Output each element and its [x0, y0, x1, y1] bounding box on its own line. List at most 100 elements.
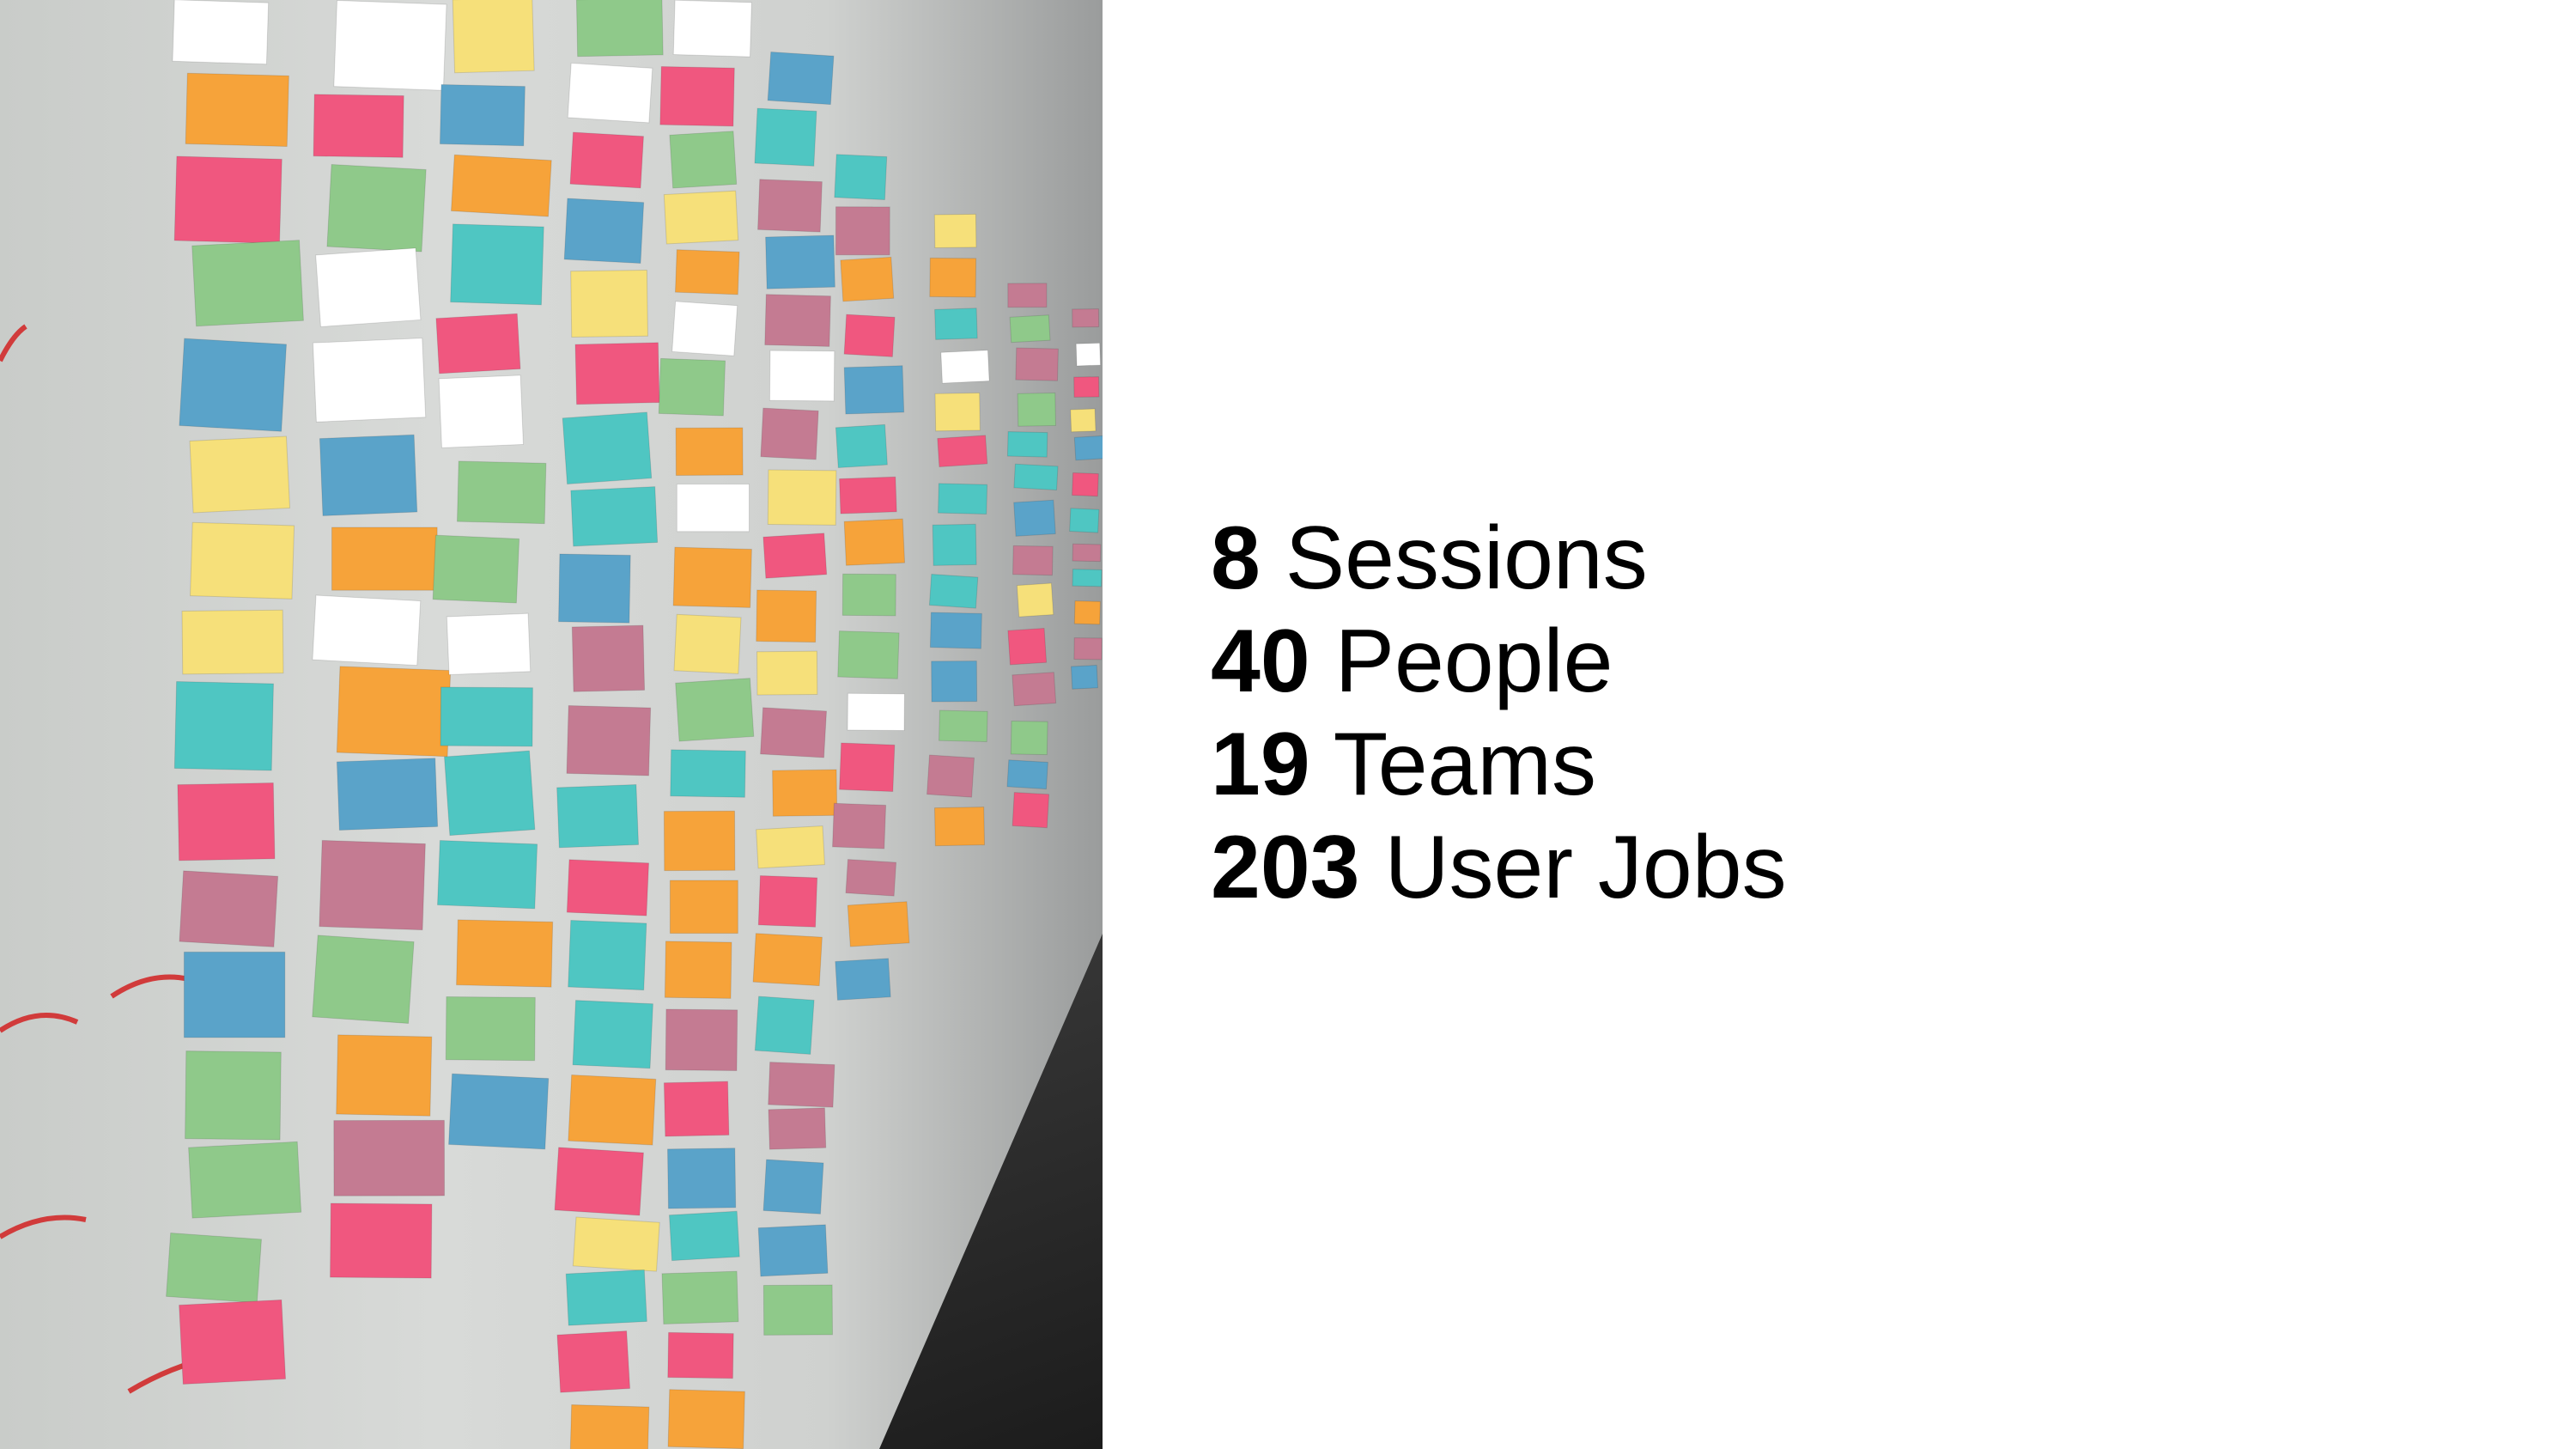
sticky-note: [762, 1284, 834, 1336]
sticky-note: [663, 190, 739, 245]
marker-scribble: [0, 324, 27, 362]
sticky-note: [772, 769, 838, 817]
sticky-note: [191, 240, 304, 327]
sticky-note: [569, 1404, 650, 1449]
sticky-note: [832, 802, 887, 849]
sticky-note: [331, 527, 438, 591]
sticky-note: [843, 314, 896, 357]
sticky-note: [566, 859, 650, 916]
sticky-note: [1072, 472, 1099, 497]
sticky-note: [834, 154, 888, 201]
sticky-note: [768, 1107, 827, 1150]
sticky-note: [767, 51, 835, 106]
marker-scribble: [0, 1215, 87, 1239]
sticky-note: [566, 704, 652, 776]
sticky-note: [845, 859, 897, 897]
sticky-note: [1013, 499, 1056, 537]
sticky-note: [668, 1210, 740, 1262]
sticky-note: [173, 155, 283, 244]
sticky-note: [556, 783, 640, 849]
sticky-note: [179, 338, 288, 432]
sticky-note: [664, 941, 732, 999]
sticky-note: [437, 839, 538, 910]
sticky-note: [1016, 582, 1054, 618]
sticky-note: [1013, 463, 1059, 491]
sticky-note: [840, 256, 895, 302]
sticky-note: [847, 692, 905, 732]
stat-label: Teams: [1333, 715, 1597, 814]
stat-number: 203: [1211, 818, 1360, 917]
sticky-note: [326, 164, 427, 253]
sticky-note: [333, 0, 447, 91]
sticky-note: [568, 919, 647, 991]
sticky-note: [1072, 308, 1100, 328]
sticky-note: [671, 301, 738, 356]
sticky-note: [757, 1224, 829, 1277]
sticky-note: [183, 951, 286, 1038]
sticky-note: [669, 880, 738, 935]
sticky-note: [933, 213, 977, 249]
sticky-note: [1012, 672, 1057, 707]
sticky-note: [435, 313, 521, 374]
sticky-note: [185, 1050, 282, 1141]
sticky-note: [937, 435, 988, 468]
sticky-note: [336, 758, 439, 831]
sticky-note: [933, 807, 986, 847]
sticky-note: [658, 357, 726, 417]
sticky-note: [754, 995, 815, 1055]
sticky-note: [336, 666, 452, 758]
sticky-note: [835, 423, 888, 469]
sticky-note: [929, 612, 982, 649]
sticky-note: [432, 534, 520, 604]
sticky-note: [570, 269, 648, 338]
sticky-note-wall-photo: [0, 0, 1103, 1449]
sticky-note: [676, 484, 750, 533]
sticky-note: [667, 1389, 745, 1449]
sticky-note: [1070, 664, 1099, 690]
sticky-note: [185, 72, 289, 147]
sticky-note: [565, 1269, 647, 1326]
sticky-note: [443, 750, 536, 837]
sticky-note: [1072, 569, 1103, 588]
sticky-note: [571, 624, 646, 692]
sticky-note: [188, 1141, 302, 1219]
sticky-note: [928, 574, 979, 609]
sticky-note: [1073, 376, 1100, 398]
sticky-note: [439, 83, 526, 147]
sticky-note: [760, 407, 819, 460]
sticky-note: [752, 933, 823, 987]
sticky-note: [189, 521, 295, 600]
sticky-note: [666, 1148, 737, 1209]
sticky-note: [931, 661, 978, 703]
sticky-note: [1073, 600, 1101, 625]
sticky-note: [177, 782, 276, 861]
sticky-note: [940, 350, 990, 384]
sticky-note: [172, 0, 270, 65]
sticky-note: [675, 678, 755, 742]
stat-number: 40: [1211, 612, 1310, 711]
sticky-note: [569, 131, 644, 189]
sticky-note: [445, 995, 536, 1062]
sticky-note: [847, 901, 910, 947]
sticky-note: [450, 223, 544, 306]
sticky-note: [760, 707, 828, 758]
sticky-note: [440, 686, 533, 747]
sticky-note: [757, 179, 823, 233]
sticky-note: [674, 249, 740, 295]
sticky-note: [452, 0, 535, 74]
sticky-note: [1007, 283, 1048, 308]
sticky-note: [1069, 508, 1100, 533]
sticky-note: [313, 94, 404, 158]
sticky-note: [673, 613, 742, 674]
sticky-note: [312, 935, 415, 1024]
sticky-note: [839, 476, 897, 514]
sticky-note: [574, 342, 660, 405]
sticky-note: [448, 1073, 550, 1150]
sticky-note: [934, 307, 978, 340]
sticky-note: [450, 154, 552, 217]
sticky-note: [1012, 792, 1050, 829]
sticky-note: [1015, 347, 1059, 381]
sticky-note: [938, 483, 988, 515]
sticky-note: [762, 1159, 824, 1215]
sticky-note: [567, 62, 653, 124]
